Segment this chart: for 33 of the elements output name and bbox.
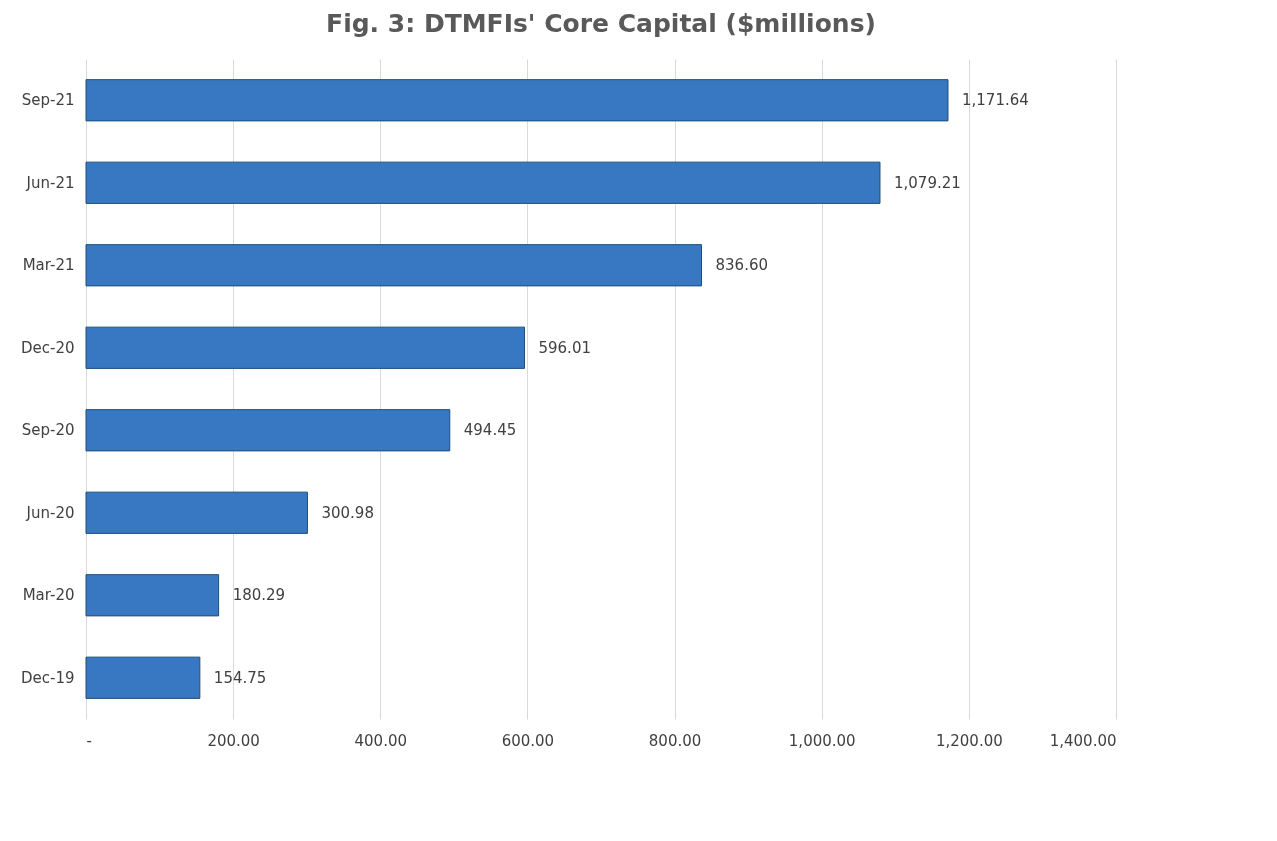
bar: [85, 326, 525, 369]
x-tick-label: 1,200.00: [935, 731, 1003, 750]
x-tick-label: 800.00: [648, 731, 702, 750]
y-tick-label: Jun-21: [25, 173, 75, 192]
x-tick-label: -: [86, 731, 92, 750]
bar: [85, 244, 702, 287]
x-tick-label: 600.00: [501, 731, 555, 750]
bar: [85, 656, 201, 699]
y-tick-label: Mar-21: [22, 256, 75, 275]
x-tick-label: 1,000.00: [788, 731, 856, 750]
data-label: 596.01: [538, 338, 591, 357]
bar: [85, 79, 949, 122]
y-tick-label: Sep-20: [21, 421, 75, 440]
y-tick-label: Dec-20: [20, 338, 75, 357]
data-label: 300.98: [321, 503, 374, 522]
bar: [85, 161, 881, 204]
chart-title: Fig. 3: DTMFIs' Core Capital ($millions): [326, 9, 876, 38]
data-label: 1,079.21: [893, 173, 961, 192]
x-tick-label: 400.00: [354, 731, 408, 750]
y-tick-label: Sep-21: [21, 91, 75, 110]
x-tick-label: 1,400.00: [1049, 731, 1117, 750]
y-tick-label: Dec-19: [20, 668, 75, 687]
bar: [85, 574, 220, 617]
data-label: 180.29: [232, 586, 286, 605]
data-label: 154.75: [213, 668, 267, 687]
x-tick-label: 200.00: [207, 731, 260, 750]
data-label: 1,171.64: [961, 91, 1029, 110]
bar: [85, 409, 451, 452]
y-tick-label: Mar-20: [22, 586, 75, 605]
data-label: 836.60: [715, 256, 768, 275]
data-label: 494.45: [463, 421, 517, 440]
y-tick-label: Jun-20: [25, 503, 75, 522]
bar: [85, 491, 308, 534]
